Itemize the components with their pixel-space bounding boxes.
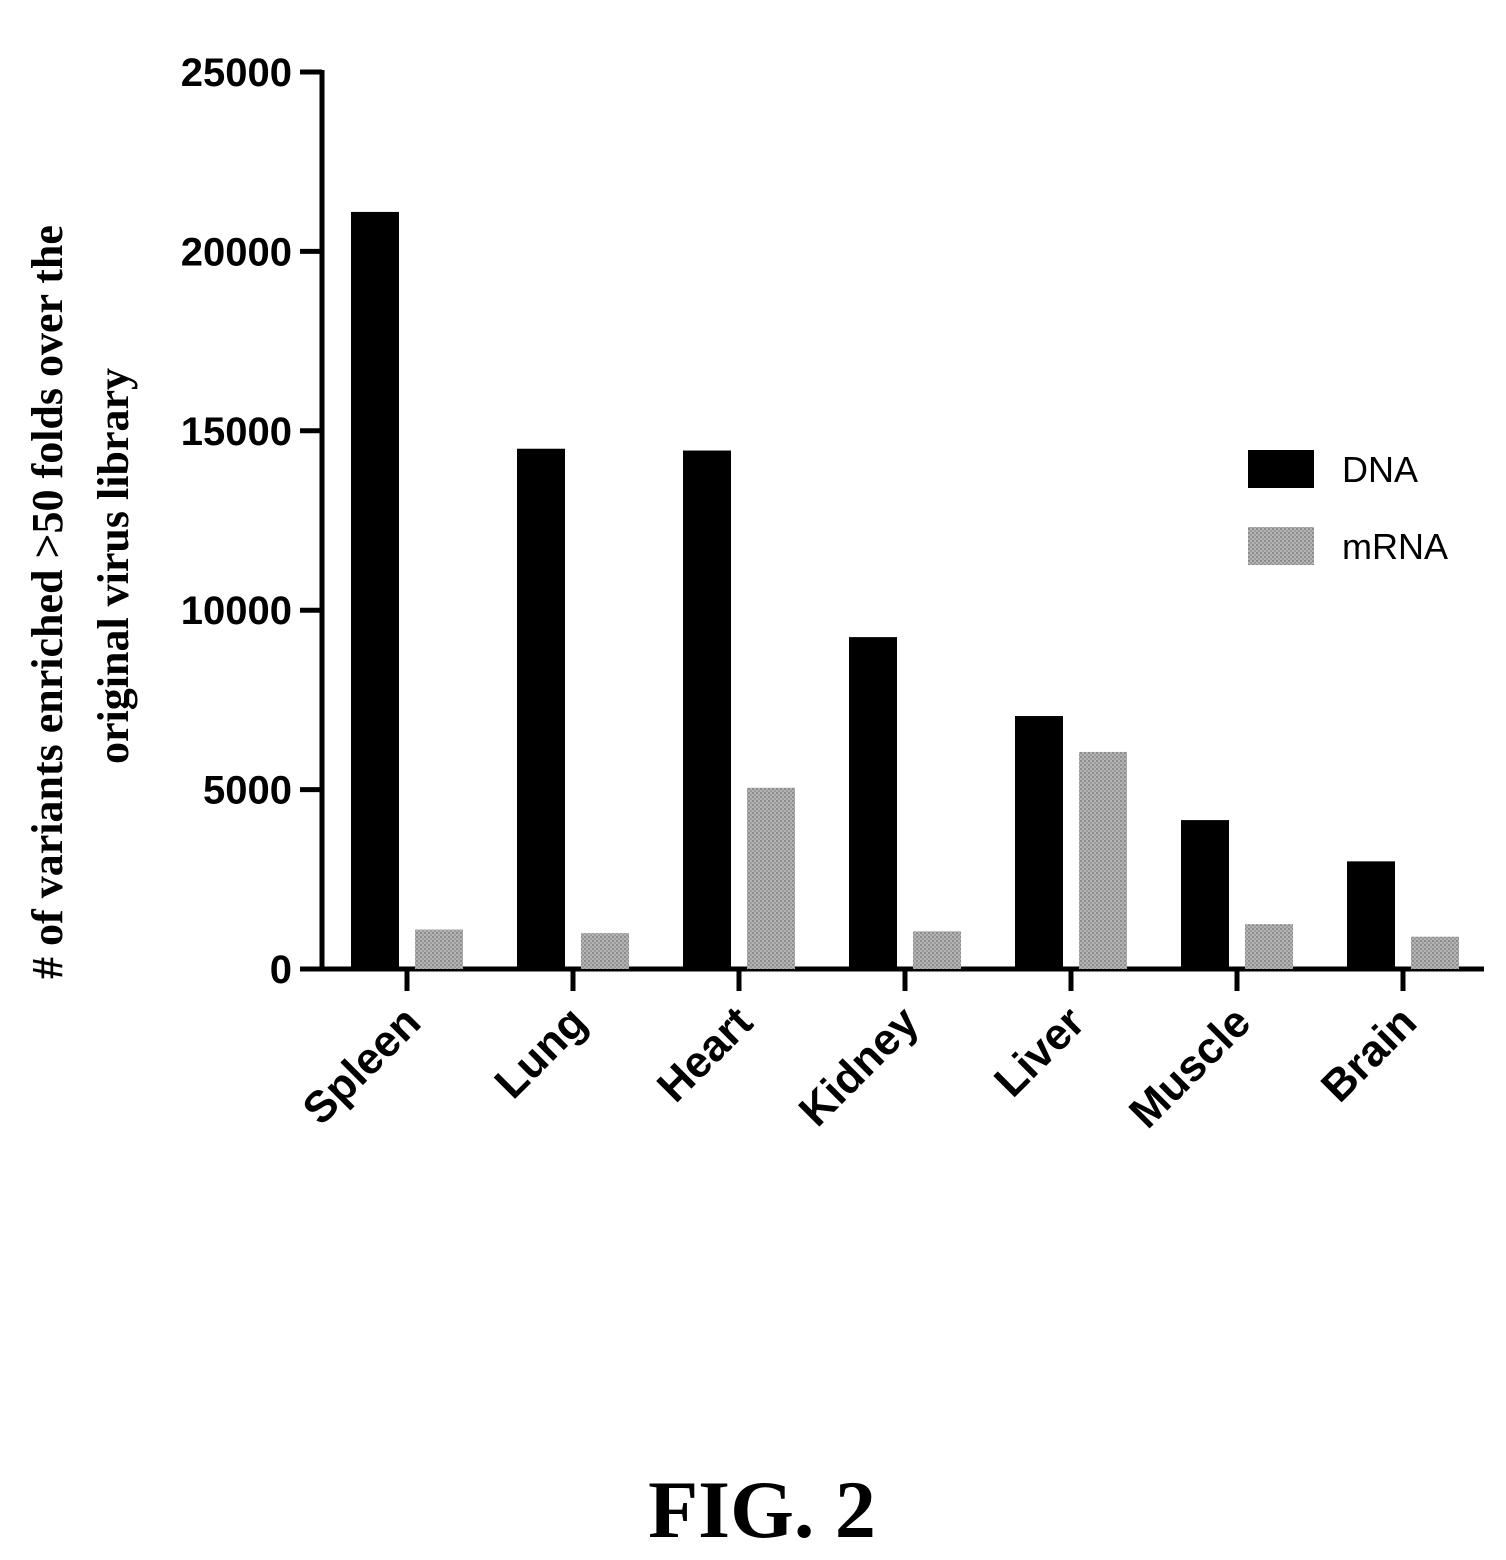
legend-swatch-dna [1248, 450, 1314, 488]
y-tick-label: 15000 [181, 410, 292, 454]
y-axis-title: # of variants enriched >50 folds over th… [23, 225, 138, 979]
bar-mrna-heart [747, 787, 795, 969]
bar-dna-heart [683, 450, 731, 969]
bar-mrna-kidney [913, 931, 961, 969]
category-label-liver: Liver [985, 997, 1094, 1106]
legend-swatch-mrna [1248, 527, 1314, 565]
legend: DNA mRNA [1248, 449, 1448, 567]
y-axis-title-line-2: original virus library [89, 368, 138, 764]
category-label-lung: Lung [485, 997, 596, 1108]
bar-mrna-spleen [415, 929, 463, 969]
y-axis: 0 5000 10000 15000 20000 25000 [181, 51, 325, 992]
y-axis-title-line-1: # of variants enriched >50 folds over th… [23, 225, 72, 979]
category-label-muscle: Muscle [1120, 997, 1260, 1137]
category-label-kidney: Kidney [790, 997, 929, 1136]
category-label-heart: Heart [648, 997, 762, 1111]
bar-dna-kidney [849, 637, 897, 969]
legend-label-mrna: mRNA [1342, 526, 1448, 567]
bar-dna-lung [517, 448, 565, 969]
y-tick-label: 10000 [181, 589, 292, 633]
bar-mrna-liver [1079, 751, 1127, 969]
bar-dna-liver [1015, 716, 1063, 969]
bar-mrna-lung [581, 933, 629, 969]
bar-dna-muscle [1181, 820, 1229, 969]
bar-mrna-brain [1411, 936, 1459, 969]
x-axis [320, 966, 1484, 991]
y-tick-label: 5000 [203, 769, 292, 813]
bar-dna-spleen [351, 211, 399, 969]
y-tick-label: 20000 [181, 230, 292, 274]
y-tick-label: 0 [270, 948, 292, 992]
category-label-brain: Brain [1312, 997, 1426, 1111]
category-labels: Spleen Lung Heart Kidney Liver Muscle Brain [293, 997, 1426, 1137]
legend-label-dna: DNA [1342, 449, 1418, 490]
figure-caption: FIG. 2 [648, 1464, 876, 1555]
category-label-spleen: Spleen [293, 997, 430, 1134]
bar-dna-brain [1347, 861, 1395, 969]
y-tick-label: 25000 [181, 51, 292, 95]
bar-mrna-muscle [1245, 924, 1293, 969]
bars [351, 211, 1459, 969]
